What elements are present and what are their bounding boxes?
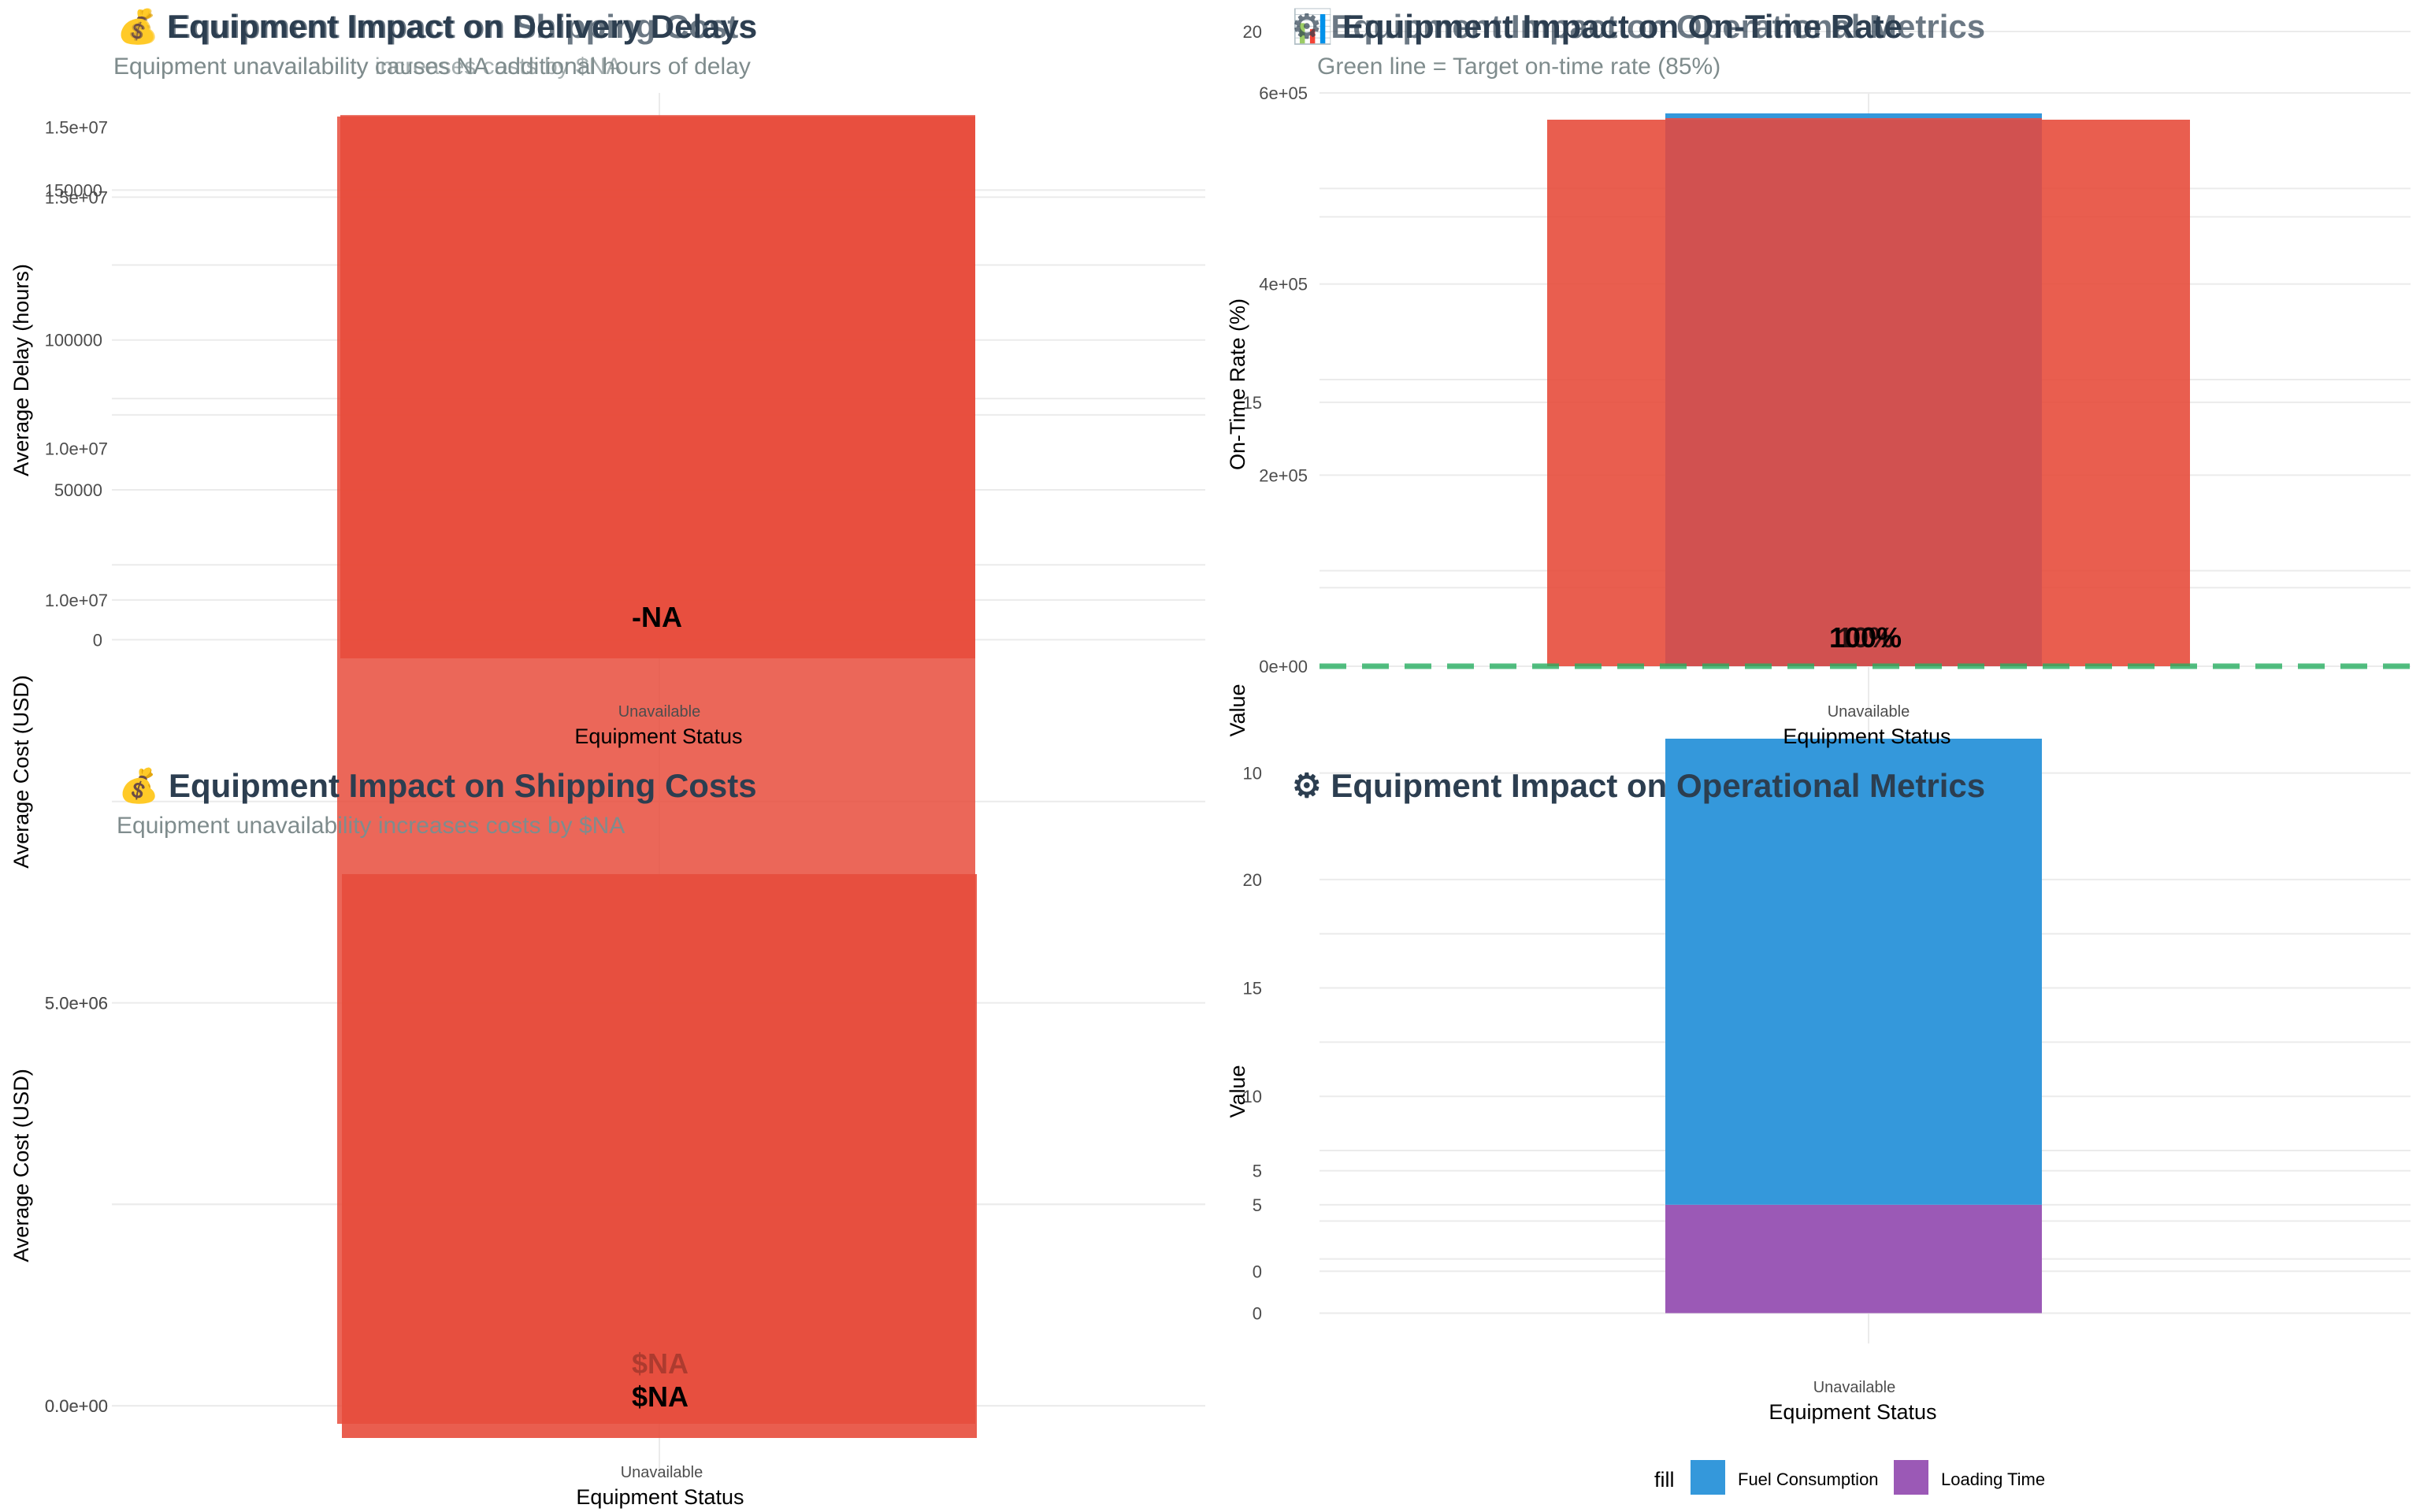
x-axis-title: Equipment Status [1783, 724, 1950, 748]
panel-subtitle: Equipment unavailability increases costs… [117, 813, 625, 839]
bar-segment-loading-time [1665, 1204, 2042, 1314]
y-tick-label: 1.5e+07 [45, 118, 108, 138]
legend-swatch-fuel-consumption [1691, 1460, 1725, 1495]
bar-unavailable-cost [342, 874, 977, 1438]
y-tick-label: 4e+05 [1259, 275, 1308, 295]
y-tick-label: 2e+05 [1259, 465, 1308, 485]
x-axis-title: Equipment Status [1769, 1400, 1936, 1424]
panel-title: 📊 Equipment Impact on On-Time Rate [1292, 7, 1902, 46]
y-axis-title: Value [1226, 684, 1249, 736]
y-tick-label: 0 [1253, 1262, 1262, 1281]
data-label-overlap: 10% [1837, 621, 1894, 654]
y-tick-label: 20 [1243, 870, 1262, 890]
y-axis-title: Average Cost (USD) [9, 1069, 33, 1262]
text-layer: 0 50000 100000 150000 0.0e+00 5.0e+06 1.0e+07 1… [9, 7, 2045, 1509]
y-tick-label: 5.0e+06 [45, 993, 108, 1013]
x-tick-label: Unavailable [1813, 1379, 1896, 1396]
y-tick-label: 5 [1253, 1162, 1262, 1181]
y-tick-label: 100000 [45, 331, 102, 350]
y-axis-title: Average Cost (USD) [9, 675, 33, 869]
x-axis-title: Equipment Status [574, 724, 742, 748]
y-tick-label: 15 [1243, 393, 1262, 413]
panel-title: ⚙ Equipment Impact on Operational Metric… [1292, 767, 1985, 804]
bar-fuel-consumption-old [1665, 113, 2042, 666]
bars-layer [337, 113, 2411, 1438]
y-tick-label: 1.0e+07 [45, 591, 108, 610]
y-tick-label: 6e+05 [1259, 83, 1308, 103]
y-tick-label: 0.0e+00 [45, 1396, 108, 1416]
x-tick-label: Unavailable [621, 1464, 703, 1481]
y-tick-label: 1.5e+07 [45, 187, 108, 207]
y-tick-label: 0.0e+00 [45, 1396, 108, 1416]
legend-label: Fuel Consumption [1738, 1469, 1879, 1489]
panel-title-overlap: ⚙ Equipment Impact on Operational Metric… [1292, 8, 1985, 45]
y-tick-label: 5.0e+06 [45, 993, 108, 1013]
panel-title-overlap: 💰 Equipment Impact on Shipping Costs [118, 7, 757, 46]
panel-subtitle: Equipment unavailability causes NA addit… [113, 54, 751, 80]
data-label-faint: $NA [632, 1347, 689, 1380]
y-tick-label: 0e+00 [1259, 657, 1308, 676]
y-axis-title: Average Delay (hours) [9, 264, 33, 476]
y-tick-label: 10 [1243, 1087, 1262, 1106]
x-axis-title: Equipment Status [576, 1485, 744, 1509]
y-tick-label: 0 [1253, 1303, 1262, 1323]
y-tick-label: 0 [93, 630, 102, 650]
legend-label: Loading Time [1941, 1469, 2045, 1489]
y-axis-title: Value [1226, 1065, 1249, 1117]
x-tick-label: Unavailable [1828, 703, 1910, 721]
bar-segment-fuel-consumption [1665, 739, 2042, 1205]
y-axis-title: On-Time Rate (%) [1226, 298, 1249, 470]
y-tick-label: 20 [1243, 22, 1262, 42]
panel-title: 💰 Equipment Impact on Shipping Costs [118, 766, 757, 806]
y-tick-label: 150000 [45, 180, 102, 200]
legend-title: fill [1654, 1468, 1675, 1492]
panel-subtitle: Green line = Target on-time rate (85%) [1317, 54, 1720, 80]
panel-subtitle-overlap: Equipment unavailability increases costs… [113, 54, 622, 80]
y-tick-label: 50000 [54, 480, 102, 500]
y-tick-label: 10 [1243, 764, 1262, 784]
data-label: 100% [1829, 621, 1902, 654]
y-tick-label: 15 [1243, 979, 1262, 999]
data-label: -NA [632, 601, 682, 633]
x-tick-label: Unavailable [618, 703, 701, 721]
y-tick-label: 5 [1253, 1195, 1262, 1215]
data-label: $NA [632, 1380, 689, 1413]
y-tick-label: 1.0e+07 [45, 439, 108, 458]
bar-fuel-consumption-cap [1665, 113, 2042, 118]
legend-swatch-loading-time [1894, 1460, 1928, 1495]
panel-title: 💰 Equipment Impact on Delivery Delays [117, 7, 757, 46]
